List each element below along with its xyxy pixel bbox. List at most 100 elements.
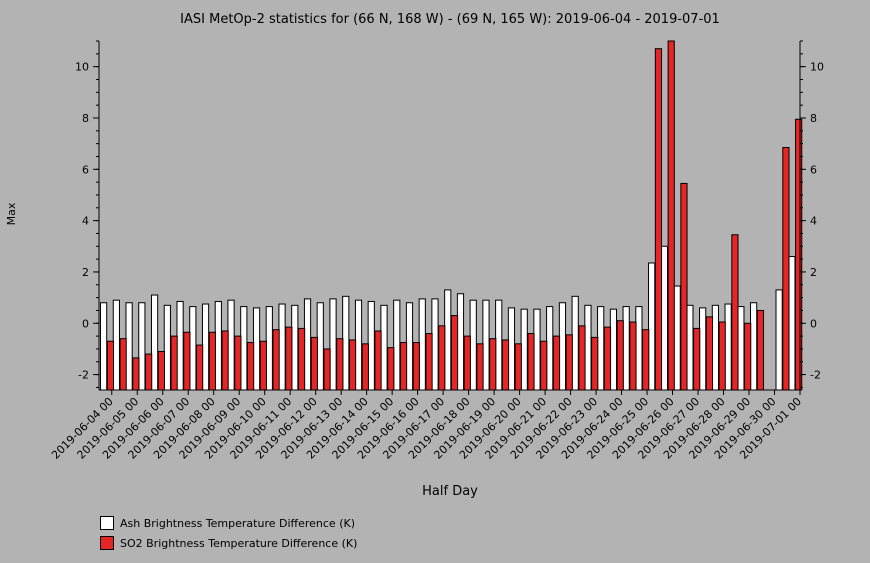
so2-bar xyxy=(310,336,318,391)
legend-item-so2: SO2 Brightness Temperature Difference (K… xyxy=(100,533,357,553)
y-tick-label-right: -2 xyxy=(810,369,821,382)
so2-bar xyxy=(476,343,484,391)
ash-bar xyxy=(189,306,197,391)
ash-bar xyxy=(405,302,414,391)
ash-bar xyxy=(686,304,694,391)
ash-bar xyxy=(520,308,528,391)
ash-bar xyxy=(609,308,618,391)
so2-bar xyxy=(616,320,624,391)
ash-bar xyxy=(482,299,490,391)
so2-bar xyxy=(132,357,140,391)
y-tick-label: 4 xyxy=(82,215,89,228)
so2-bar xyxy=(297,327,306,391)
ash-bar xyxy=(278,303,286,391)
ash-bar xyxy=(138,302,146,391)
so2-bar xyxy=(234,335,242,391)
ash-bar xyxy=(342,295,350,391)
y-tick-label: 6 xyxy=(82,163,89,176)
legend-label-so2: SO2 Brightness Temperature Difference (K… xyxy=(120,536,358,550)
so2-bar xyxy=(259,340,267,391)
ash-bar xyxy=(112,299,120,391)
ash-bar xyxy=(750,302,758,391)
ash-bar xyxy=(597,306,605,391)
ash-bar xyxy=(724,303,732,391)
ash-bar xyxy=(354,299,363,391)
so2-bar xyxy=(183,331,191,391)
ash-bar xyxy=(622,306,630,391)
so2-bar xyxy=(489,338,497,391)
bars-group xyxy=(100,40,803,391)
so2-bar xyxy=(642,329,650,391)
ash-bar xyxy=(367,300,375,391)
so2-bar xyxy=(540,340,548,391)
ash-bar xyxy=(100,302,108,391)
ash-bar xyxy=(125,302,133,391)
ash-bar xyxy=(316,302,324,391)
so2-bar xyxy=(247,342,255,391)
ash-bar xyxy=(469,299,477,391)
ash-bar xyxy=(571,295,579,391)
ash-bar xyxy=(150,294,159,391)
so2-bar xyxy=(374,330,382,391)
ash-bar xyxy=(201,303,210,391)
y-axis-label: Max xyxy=(5,202,18,225)
so2-bar xyxy=(412,342,420,391)
y-tick-label-right: 6 xyxy=(810,163,817,176)
so2-bar xyxy=(718,321,726,391)
so2-bar xyxy=(361,343,369,391)
so2-bar xyxy=(565,334,573,391)
so2-bar xyxy=(221,330,229,391)
so2-bar xyxy=(693,327,701,391)
so2-bar xyxy=(552,335,561,391)
so2-bar xyxy=(654,48,663,391)
y-tick-label-right: 0 xyxy=(810,317,817,330)
ash-bar xyxy=(635,306,643,391)
ash-bar xyxy=(775,289,783,391)
y-tick-label: -2 xyxy=(78,369,89,382)
so2-bar xyxy=(272,329,280,391)
ash-bar xyxy=(303,298,312,391)
so2-bar xyxy=(425,333,433,391)
legend: Ash Brightness Temperature Difference (K… xyxy=(100,513,357,553)
so2-bar xyxy=(514,343,522,391)
ash-bar xyxy=(584,304,592,391)
ash-bar xyxy=(265,306,273,391)
y-tick-label-right: 8 xyxy=(810,112,817,125)
ash-bar xyxy=(558,302,567,391)
y-tick-label-right: 4 xyxy=(810,215,817,228)
y-tick-label-right: 2 xyxy=(810,266,817,279)
chart-title: IASI MetOp-2 statistics for (66 N, 168 W… xyxy=(180,12,720,27)
so2-bar xyxy=(603,326,612,391)
so2-bar xyxy=(323,348,331,391)
so2-bar xyxy=(285,326,293,391)
so2-bar xyxy=(463,335,471,391)
legend-item-ash: Ash Brightness Temperature Difference (K… xyxy=(100,513,357,533)
ash-bar xyxy=(737,306,745,391)
ash-bar xyxy=(648,262,656,391)
ash-bar xyxy=(507,307,516,391)
ash-bar xyxy=(546,306,554,391)
so2-bar xyxy=(336,338,344,391)
ash-bar xyxy=(660,245,668,391)
so2-bar xyxy=(387,347,395,391)
so2-bar xyxy=(450,315,459,391)
y-tick-label: 8 xyxy=(82,112,89,125)
legend-swatch-so2 xyxy=(100,536,114,550)
so2-bar xyxy=(578,325,586,391)
legend-label-ash: Ash Brightness Temperature Difference (K… xyxy=(120,516,355,530)
ash-bar xyxy=(444,289,452,391)
so2-bar xyxy=(119,338,127,391)
ash-bar xyxy=(329,298,337,391)
ash-bar xyxy=(788,256,796,391)
so2-bar xyxy=(106,340,115,391)
ash-bar xyxy=(380,304,388,391)
so2-bar xyxy=(196,344,204,391)
ash-bar xyxy=(456,293,465,391)
so2-bar xyxy=(145,353,153,391)
ash-bar xyxy=(533,308,541,391)
so2-bar xyxy=(170,335,178,391)
so2-bar xyxy=(438,325,446,391)
ash-bar xyxy=(227,299,235,391)
